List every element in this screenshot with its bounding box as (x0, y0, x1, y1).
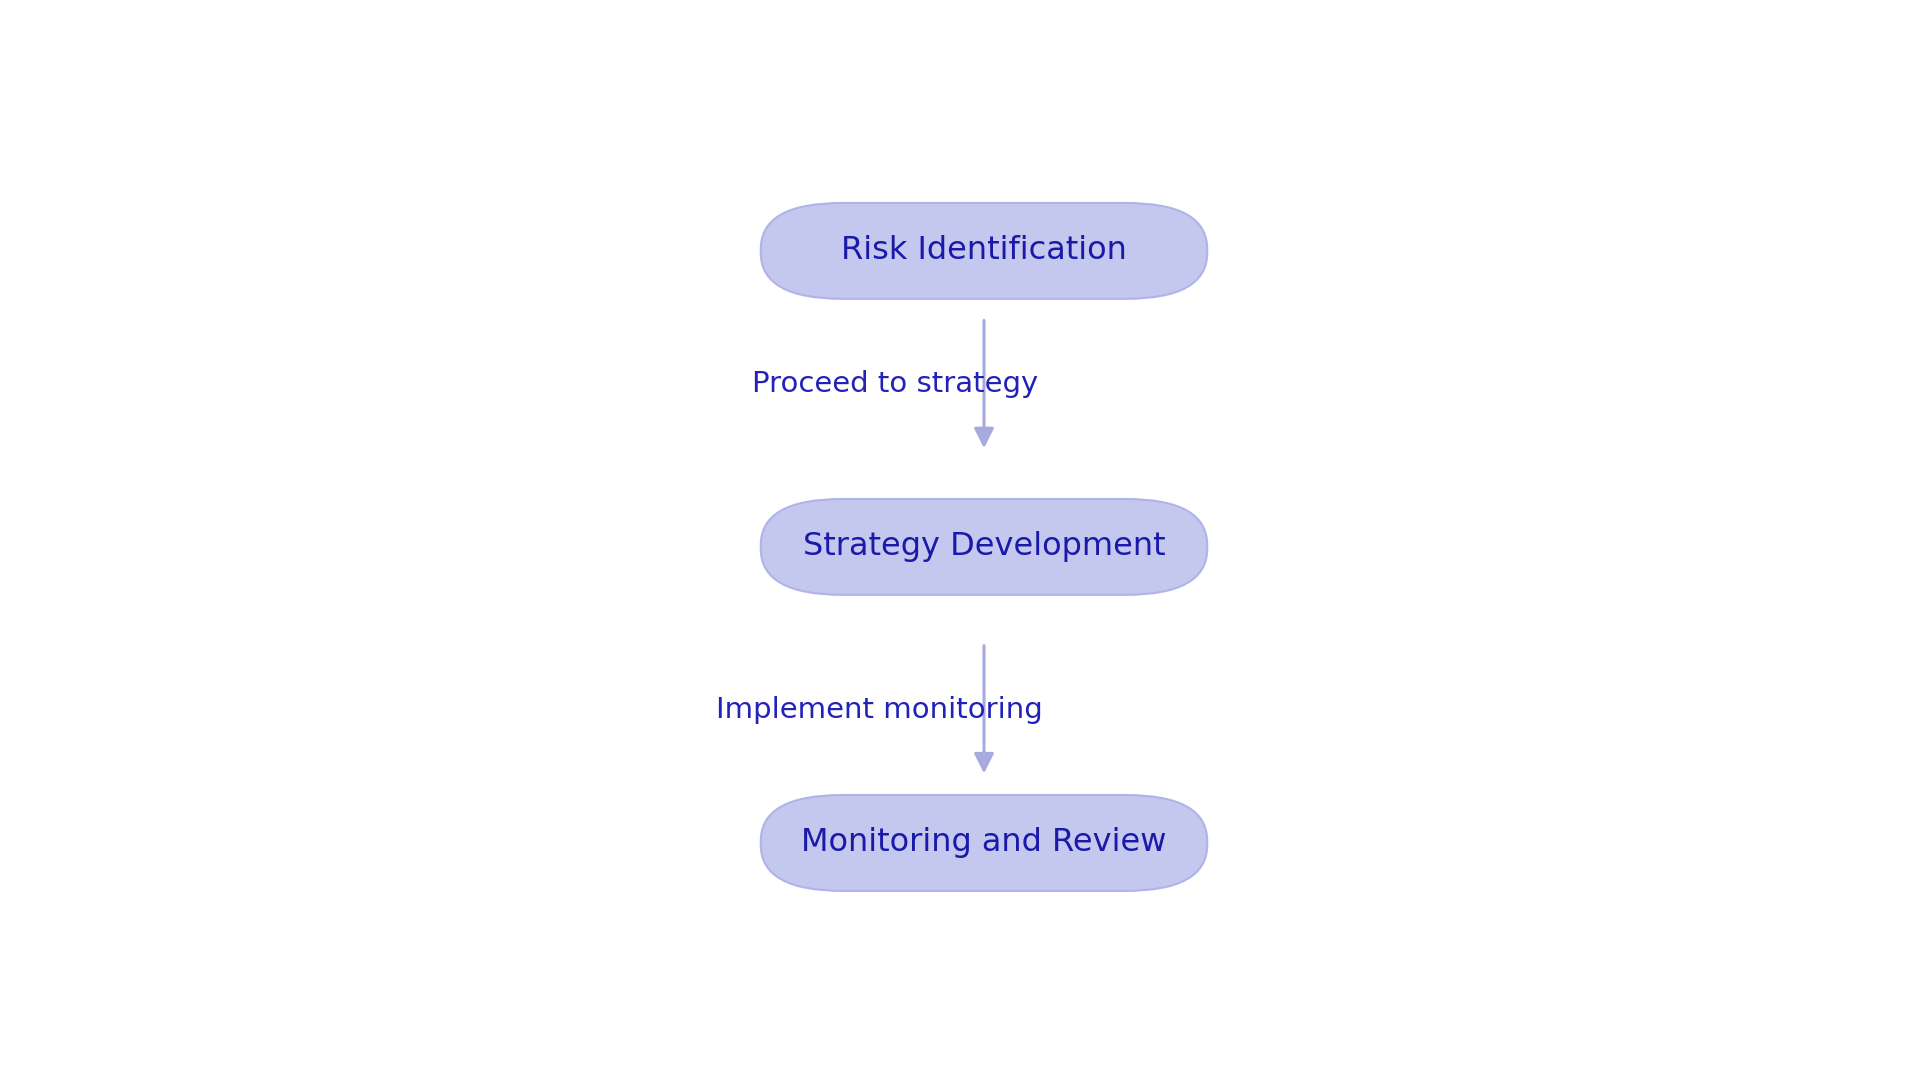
Text: Risk Identification: Risk Identification (841, 235, 1127, 266)
Text: Proceed to strategy: Proceed to strategy (751, 370, 1039, 399)
Text: Strategy Development: Strategy Development (803, 532, 1165, 562)
Text: Monitoring and Review: Monitoring and Review (801, 827, 1167, 859)
Text: Implement monitoring: Implement monitoring (716, 695, 1043, 723)
FancyBboxPatch shape (760, 795, 1208, 891)
FancyBboxPatch shape (760, 203, 1208, 299)
FancyBboxPatch shape (760, 499, 1208, 595)
